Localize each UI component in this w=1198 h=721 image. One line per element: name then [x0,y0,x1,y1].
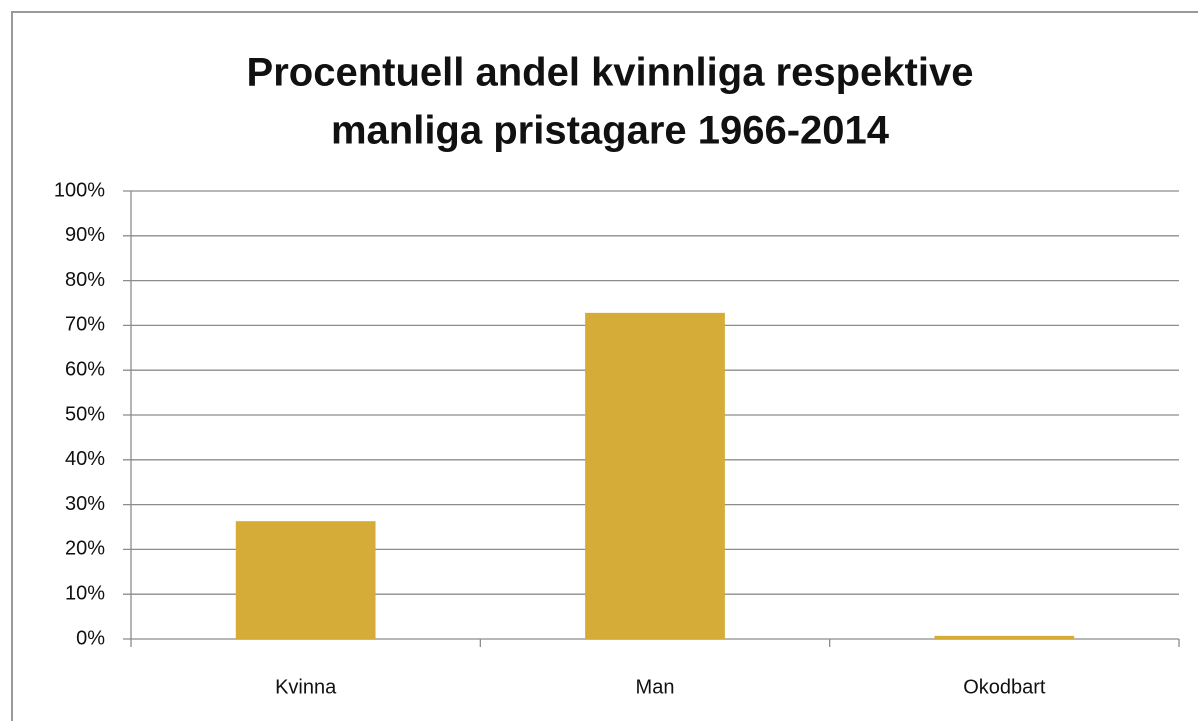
y-tick-label: 40% [65,448,105,470]
bar [934,635,1075,639]
x-tick-label: Man [636,676,675,698]
y-tick-label: 60% [65,358,105,380]
y-tick-label: 70% [65,314,105,336]
y-tick-label: 0% [76,627,105,649]
bar [235,521,376,639]
y-tick-label: 10% [65,582,105,604]
y-tick-label: 100% [54,179,105,201]
bar [585,312,725,639]
x-tick-label: Kvinna [275,676,337,698]
y-tick-label: 30% [65,493,105,515]
y-tick-label: 80% [65,269,105,291]
chart-title: Procentuell andel kvinnliga respektive [247,51,974,95]
y-tick-label: 50% [65,403,105,425]
chart-title: manliga pristagare 1966-2014 [331,109,890,153]
y-tick-label: 90% [65,224,105,246]
y-tick-label: 20% [65,538,105,560]
x-tick-label: Okodbart [963,676,1046,698]
